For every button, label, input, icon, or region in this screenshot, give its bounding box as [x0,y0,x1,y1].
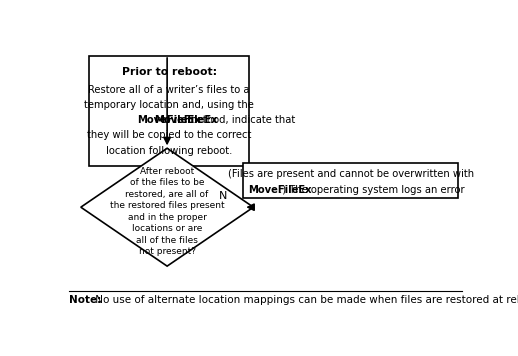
Text: MoveFileEx: MoveFileEx [248,185,312,195]
Text: Restore all of a writer’s files to a: Restore all of a writer’s files to a [89,85,250,95]
Text: method, indicate that: method, indicate that [184,115,295,125]
Text: and in the proper: and in the proper [127,213,207,222]
Text: MoveFileEx: MoveFileEx [154,115,218,125]
Polygon shape [81,148,253,266]
Text: N: N [219,191,227,201]
Text: locations or are: locations or are [132,225,203,234]
Text: (Files are present and cannot be overwritten with: (Files are present and cannot be overwri… [228,169,474,179]
Text: temporary location and, using the: temporary location and, using the [84,100,254,110]
Text: the restored files present: the restored files present [110,201,224,210]
Bar [243,163,458,198]
Bar [89,56,250,166]
Text: of the files to be: of the files to be [130,178,205,187]
Text: restored, are all of: restored, are all of [125,190,209,199]
Text: location following reboot.: location following reboot. [106,146,232,156]
Text: Note:: Note: [69,294,101,304]
Text: .) The operating system logs an error: .) The operating system logs an error [279,185,464,195]
Text: they will be copied to the correct: they will be copied to the correct [87,130,251,140]
Text: No use of alternate location mappings can be made when files are restored at reb: No use of alternate location mappings ca… [92,294,518,304]
Text: not present?: not present? [139,247,196,256]
Text: Prior to reboot:: Prior to reboot: [122,67,217,77]
Text: MoveFileEx: MoveFileEx [137,115,201,125]
Text: After reboot: After reboot [140,167,194,176]
Text: all of the files: all of the files [136,236,198,245]
